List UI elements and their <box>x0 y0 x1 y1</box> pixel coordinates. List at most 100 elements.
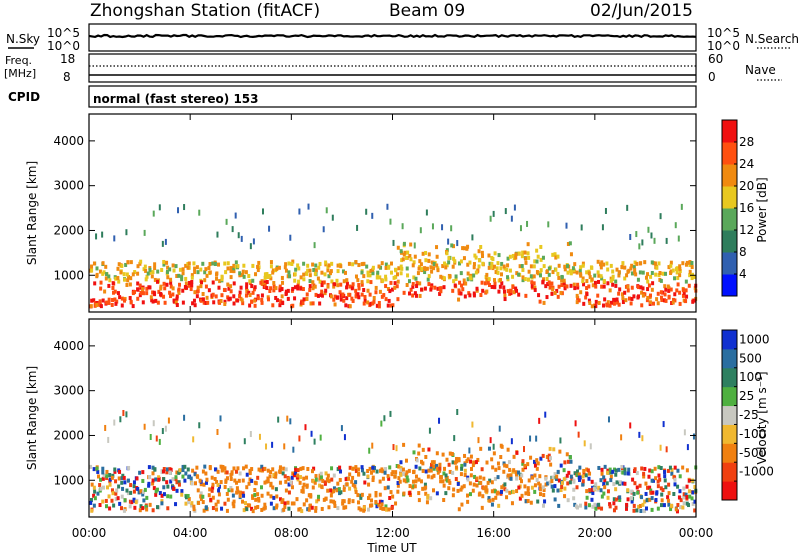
range-gate-cell <box>447 238 450 245</box>
range-gate-cell <box>337 487 341 492</box>
range-gate-cell <box>565 284 569 289</box>
range-gate-cell <box>162 281 166 286</box>
range-gate-cell <box>141 287 145 292</box>
range-gate-cell <box>535 259 539 264</box>
range-gate-cell <box>344 505 348 510</box>
range-gate-cell <box>211 506 215 511</box>
range-gate-cell <box>148 502 152 507</box>
range-gate-cell <box>201 494 205 499</box>
colorbar-segment <box>722 348 737 369</box>
range-gate-cell <box>641 293 645 298</box>
range-gate-cell <box>263 466 267 471</box>
range-gate-cell <box>115 488 119 493</box>
range-gate-cell <box>141 300 145 305</box>
range-gate-cell <box>154 492 158 497</box>
range-gate-cell <box>509 289 513 294</box>
range-gate-cell <box>248 279 252 284</box>
range-gate-cell <box>537 293 541 298</box>
range-gate-cell <box>265 272 269 277</box>
range-gate-cell <box>621 300 625 305</box>
range-gate-cell <box>336 269 340 274</box>
range-gate-cell <box>430 460 434 465</box>
range-gate-cell <box>351 475 355 480</box>
range-gate-cell <box>626 497 630 502</box>
colorbar-segment <box>722 462 737 482</box>
range-gate-cell <box>585 286 589 291</box>
range-gate-cell <box>688 269 692 274</box>
range-gate-cell <box>163 300 167 305</box>
range-gate-cell <box>320 283 324 288</box>
range-gate-cell <box>609 474 613 479</box>
range-gate-cell <box>320 293 324 298</box>
range-gate-cell <box>506 473 510 478</box>
range-gate-cell <box>138 261 142 266</box>
range-gate-cell <box>650 232 653 239</box>
range-gate-cell <box>563 486 567 491</box>
range-gate-cell <box>183 464 187 469</box>
range-gate-cell <box>326 284 330 289</box>
range-gate-cell <box>435 263 439 268</box>
range-gate-cell <box>539 244 543 249</box>
range-gate-cell <box>576 469 580 474</box>
range-gate-cell <box>124 262 128 267</box>
range-gate-cell <box>175 296 179 301</box>
range-gate-cell <box>565 222 568 229</box>
range-gate-cell <box>506 256 510 261</box>
range-gate-cell <box>318 301 322 306</box>
range-gate-cell <box>614 497 618 502</box>
range-gate-cell <box>515 476 519 481</box>
range-gate-cell <box>190 481 194 486</box>
range-gate-cell <box>145 495 149 500</box>
range-gate-cell <box>597 465 601 470</box>
range-gate-cell <box>621 470 625 475</box>
range-gate-cell <box>669 287 673 292</box>
range-gate-cell <box>190 279 194 284</box>
range-gate-cell <box>183 414 186 421</box>
range-gate-cell <box>625 273 629 278</box>
range-gate-cell <box>454 274 458 279</box>
range-gate-cell <box>429 265 433 270</box>
range-gate-cell <box>166 484 170 489</box>
range-gate-cell <box>515 288 519 293</box>
range-gate-cell <box>472 273 476 278</box>
range-gate-cell <box>473 474 477 479</box>
range-gate-cell <box>354 490 358 495</box>
range-gate-cell <box>542 277 546 282</box>
range-gate-cell <box>667 286 671 291</box>
range-gate-cell <box>443 261 447 266</box>
range-gate-cell <box>667 491 671 496</box>
range-gate-cell <box>346 476 350 481</box>
range-gate-cell <box>484 485 488 490</box>
range-gate-cell <box>520 493 524 498</box>
range-gate-cell <box>638 504 642 509</box>
range-gate-cell <box>175 303 179 308</box>
range-gate-cell <box>626 288 630 293</box>
range-gate-cell <box>466 477 470 482</box>
range-gate-cell <box>294 467 298 472</box>
range-gate-cell <box>244 293 248 298</box>
range-gate-cell <box>523 250 527 255</box>
range-gate-cell <box>529 500 533 505</box>
range-gate-cell <box>384 297 388 302</box>
range-gate-cell <box>160 499 164 504</box>
range-gate-cell <box>498 277 502 282</box>
range-gate-cell <box>554 255 558 260</box>
range-gate-cell <box>670 468 674 473</box>
range-gate-cell <box>673 482 677 487</box>
range-gate-cell <box>341 501 345 506</box>
range-gate-cell <box>407 468 411 473</box>
range-gate-cell <box>526 251 530 256</box>
range-gate-cell <box>320 506 324 511</box>
range-gate-cell <box>102 473 106 478</box>
range-gate-cell <box>575 473 579 478</box>
range-gate-cell <box>157 475 161 480</box>
range-gate-cell <box>533 473 537 478</box>
range-gate-cell <box>101 231 104 238</box>
range-gate-cell <box>145 291 149 296</box>
range-gate-cell <box>265 443 268 450</box>
range-gate-cell <box>231 226 234 233</box>
range-gate-cell <box>380 499 384 504</box>
range-gate-cell <box>348 284 352 289</box>
range-gate-cell <box>413 254 417 259</box>
range-gate-cell <box>232 466 236 471</box>
